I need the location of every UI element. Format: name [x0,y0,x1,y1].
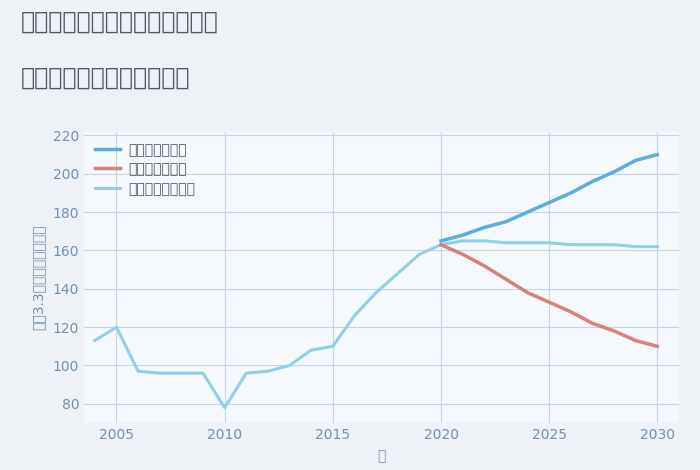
グッドシナリオ [610,169,618,175]
ノーマルシナリオ [653,244,662,250]
バッドシナリオ [480,263,489,269]
ノーマルシナリオ [545,240,554,246]
グッドシナリオ [437,238,445,244]
ノーマルシナリオ [242,370,251,376]
Text: 愛知県名古屋市瑞穂区田辺通の: 愛知県名古屋市瑞穂区田辺通の [21,9,218,33]
ノーマルシナリオ [610,242,618,248]
Line: バッドシナリオ: バッドシナリオ [441,245,657,346]
グッドシナリオ [502,219,510,225]
バッドシナリオ [524,290,532,296]
グッドシナリオ [566,190,575,196]
ノーマルシナリオ [264,368,272,374]
Text: 中古マンションの価格推移: 中古マンションの価格推移 [21,66,190,90]
ノーマルシナリオ [631,244,640,250]
グッドシナリオ [588,179,596,184]
グッドシナリオ [631,157,640,163]
ノーマルシナリオ [199,370,207,376]
ノーマルシナリオ [220,405,229,410]
バッドシナリオ [502,276,510,282]
ノーマルシナリオ [393,271,402,276]
バッドシナリオ [458,251,467,257]
ノーマルシナリオ [566,242,575,248]
ノーマルシナリオ [155,370,164,376]
バッドシナリオ [588,321,596,326]
Line: ノーマルシナリオ: ノーマルシナリオ [94,241,657,407]
ノーマルシナリオ [524,240,532,246]
Legend: グッドシナリオ, バッドシナリオ, ノーマルシナリオ: グッドシナリオ, バッドシナリオ, ノーマルシナリオ [91,139,200,200]
ノーマルシナリオ [480,238,489,244]
Line: グッドシナリオ: グッドシナリオ [441,155,657,241]
ノーマルシナリオ [437,242,445,248]
グッドシナリオ [480,225,489,230]
ノーマルシナリオ [588,242,596,248]
ノーマルシナリオ [90,338,99,344]
Y-axis label: 坪（3.3㎡）単価（万円）: 坪（3.3㎡）単価（万円） [32,225,46,330]
バッドシナリオ [545,299,554,305]
ノーマルシナリオ [458,238,467,244]
X-axis label: 年: 年 [377,449,386,463]
ノーマルシナリオ [328,344,337,349]
グッドシナリオ [545,200,554,205]
ノーマルシナリオ [307,347,316,353]
バッドシナリオ [566,309,575,314]
ノーマルシナリオ [177,370,186,376]
ノーマルシナリオ [415,251,424,257]
バッドシナリオ [631,338,640,344]
ノーマルシナリオ [350,313,358,319]
グッドシナリオ [524,209,532,215]
バッドシナリオ [610,328,618,334]
ノーマルシナリオ [372,290,380,296]
ノーマルシナリオ [502,240,510,246]
ノーマルシナリオ [112,324,120,330]
グッドシナリオ [653,152,662,157]
ノーマルシナリオ [286,363,294,368]
グッドシナリオ [458,232,467,238]
ノーマルシナリオ [134,368,142,374]
バッドシナリオ [653,344,662,349]
バッドシナリオ [437,242,445,248]
